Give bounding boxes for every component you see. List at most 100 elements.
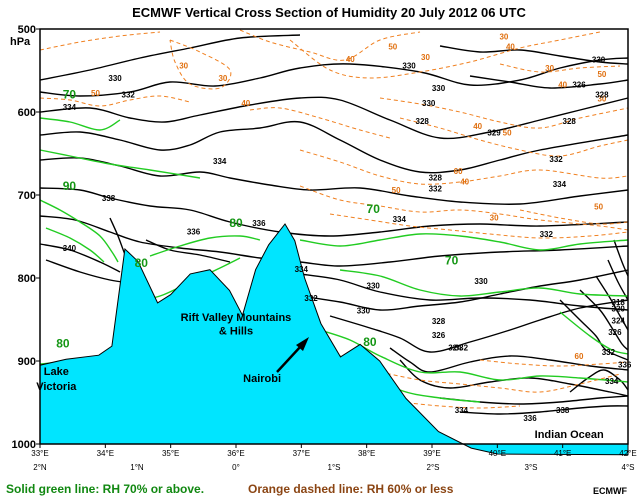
y-tick-label: 500 xyxy=(18,24,36,36)
rh-low-contour xyxy=(299,149,629,185)
theta-e-label: 334 xyxy=(295,265,309,274)
rh-low-contour xyxy=(39,31,161,51)
rh-low-contour xyxy=(239,29,421,61)
x-lat-tick-label: 3°S xyxy=(525,463,538,472)
theta-e-label: 336 xyxy=(618,360,632,369)
rh-low-label: 60 xyxy=(454,167,463,176)
theta-e-label: 326 xyxy=(432,331,446,340)
rh-low-label: 30 xyxy=(597,95,606,104)
rh-low-label: 50 xyxy=(388,42,397,51)
rh-high-contour xyxy=(149,235,261,257)
x-lat-tick-label: 4°S xyxy=(622,463,635,472)
rh-high-label: 70 xyxy=(367,202,381,216)
rh-high-contour xyxy=(45,227,105,263)
y-axis: 500 600 700 800 900 1000 xyxy=(12,24,40,451)
nairobi-arrow xyxy=(276,337,309,373)
rh-high-label: 80 xyxy=(363,335,377,349)
x-lon-tick-label: 35°E xyxy=(162,449,179,458)
theta-e-label: 330 xyxy=(432,84,446,93)
theta-e-contour xyxy=(299,269,629,311)
rh-low-label: 30 xyxy=(499,32,508,41)
rh-low-label: 30 xyxy=(545,64,554,73)
rh-low-label: 40 xyxy=(506,42,515,51)
rh-high-contour xyxy=(39,149,201,179)
theta-e-contour xyxy=(439,45,629,65)
y-tick-label: 900 xyxy=(18,356,36,368)
theta-e-label: 332 xyxy=(122,91,136,100)
y-tick-label: 600 xyxy=(18,107,36,119)
theta-e-contour xyxy=(569,369,629,393)
theta-e-contour xyxy=(559,299,629,361)
x-lon-tick-label: 38°E xyxy=(358,449,375,458)
theta-e-contour xyxy=(39,57,629,97)
theta-e-label: 334 xyxy=(455,406,469,415)
x-axis-latitude: 2°N 1°N 0° 1°S 2°S 3°S 4°S xyxy=(33,463,634,472)
rh-low-label: 50 xyxy=(597,70,606,79)
theta-e-label: 330 xyxy=(357,306,371,315)
rh-low-contour xyxy=(289,31,601,79)
theta-e-label: 330 xyxy=(592,56,606,65)
theta-e-label: 336 xyxy=(187,227,201,236)
footer-green-note: Solid green line: RH 70% or above. xyxy=(6,482,204,496)
rh-low-label: 50 xyxy=(503,129,512,138)
rh-low-label: 30 xyxy=(218,74,227,83)
theta-e-label: 328 xyxy=(432,317,446,326)
theta-e-label: 330 xyxy=(474,277,488,286)
rh-low-label: 40 xyxy=(558,81,567,90)
y-axis-unit: hPa xyxy=(10,36,31,48)
theta-e-label: 334 xyxy=(605,377,619,386)
rh-low-label: 40 xyxy=(241,99,250,108)
annotation-label: Nairobi xyxy=(243,373,281,385)
rh-low-label: 50 xyxy=(91,89,100,98)
rh-high-label: 80 xyxy=(56,337,70,351)
rh-low-label: 50 xyxy=(392,186,401,195)
theta-e-contour xyxy=(459,405,629,415)
x-lon-tick-label: 34°E xyxy=(97,449,114,458)
rh-low-contour xyxy=(479,359,629,367)
annotation-label: Lake xyxy=(44,366,69,378)
theta-e-label: 338 xyxy=(102,194,116,203)
rh-high-label: 80 xyxy=(135,256,149,270)
theta-e-label: 330 xyxy=(422,99,436,108)
rh-high-label: 70 xyxy=(63,88,77,102)
theta-e-label: 330 xyxy=(367,281,381,290)
x-lon-tick-label: 37°E xyxy=(293,449,310,458)
annotation-label: Rift Valley Mountains xyxy=(181,312,292,324)
annotation-label: & Hills xyxy=(219,325,253,337)
footer-credit: ECMWF xyxy=(593,486,627,496)
x-lon-tick-label: 40°E xyxy=(489,449,506,458)
rh-high-label: 90 xyxy=(63,179,77,193)
theta-e-label: 332 xyxy=(304,294,318,303)
rh-low-contour xyxy=(299,185,629,231)
rh-low-label: 40 xyxy=(346,55,355,64)
x-lat-tick-label: 1°S xyxy=(328,463,341,472)
rh-high-label: 80 xyxy=(229,216,243,230)
footer-orange-note: Orange dashed line: RH 60% or less xyxy=(248,482,454,496)
contour-field xyxy=(39,29,629,421)
theta-e-label: 330 xyxy=(402,61,416,70)
rh-high-contour xyxy=(559,311,629,355)
rh-high-contour xyxy=(39,199,119,263)
x-lat-tick-label: 0° xyxy=(232,463,240,472)
theta-e-contour xyxy=(39,34,301,81)
rh-low-label: 40 xyxy=(460,178,469,187)
rh-high-contour xyxy=(319,329,629,383)
x-lon-tick-label: 42°E xyxy=(619,449,636,458)
theta-e-label: 328 xyxy=(416,117,430,126)
x-lon-tick-label: 41°E xyxy=(554,449,571,458)
theta-e-label: 328 xyxy=(429,174,443,183)
rh-high-contour xyxy=(299,233,629,251)
rh-low-contour xyxy=(379,371,621,393)
theta-e-label: 334 xyxy=(213,157,227,166)
rh-low-label: 50 xyxy=(594,203,603,212)
rh-low-label: 30 xyxy=(179,61,188,70)
annotation-label: Victoria xyxy=(36,381,77,393)
x-axis-longitude: 33°E 34°E 35°E 36°E 37°E 38°E 39°E 40°E 41°E 42°E xyxy=(31,444,637,458)
theta-e-label: 330 xyxy=(108,74,122,83)
rh-low-contour xyxy=(169,39,232,90)
theta-e-contour xyxy=(39,96,629,140)
rh-high-contour xyxy=(339,269,629,297)
